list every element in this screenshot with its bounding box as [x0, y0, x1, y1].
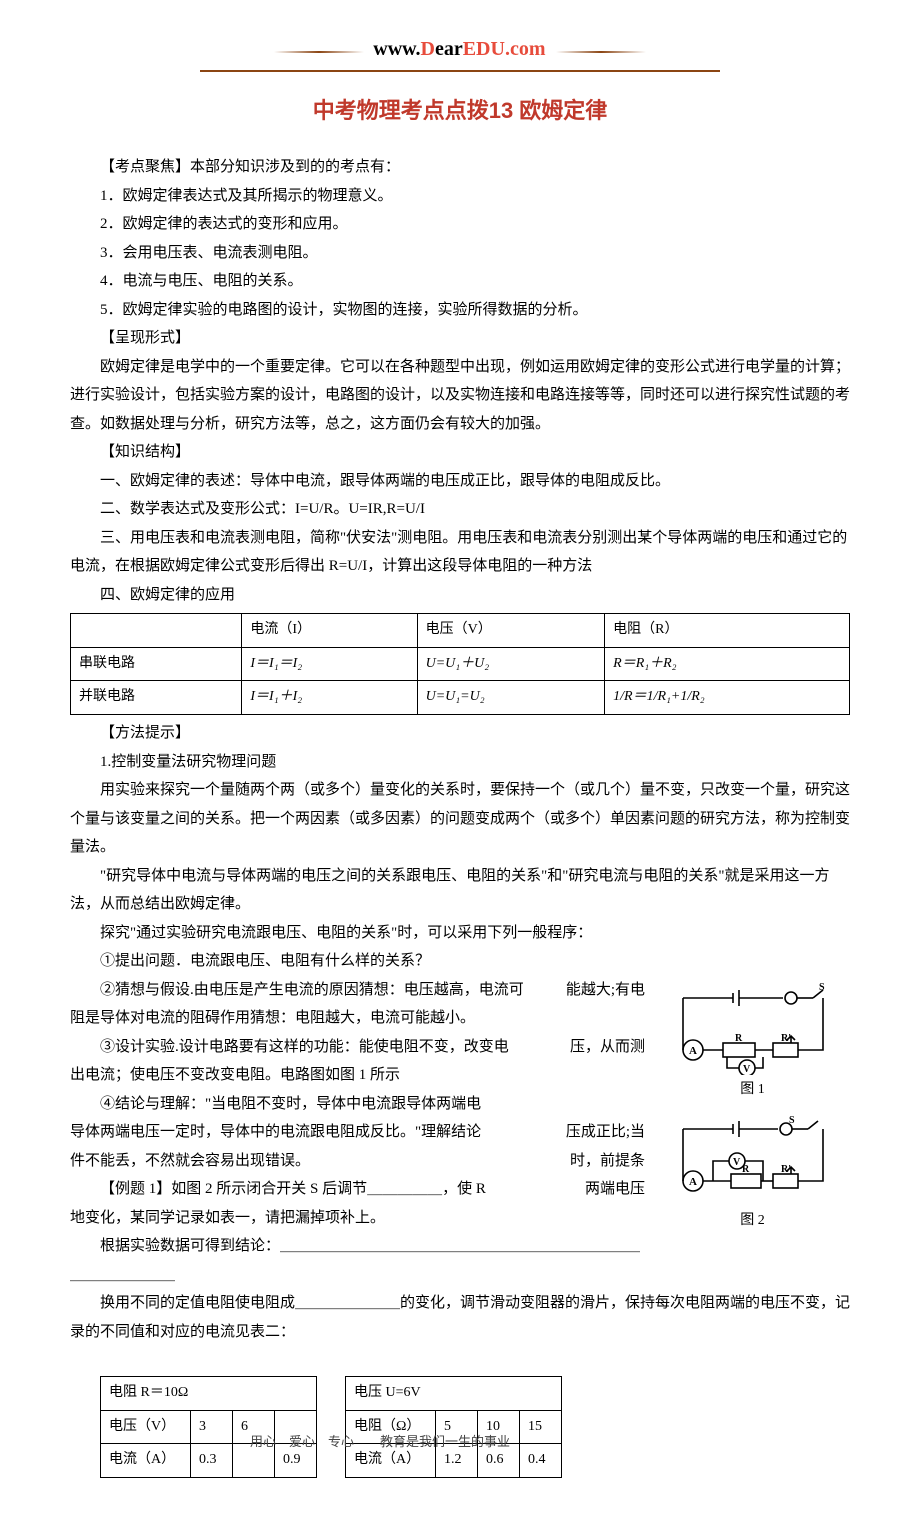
cell: 电流（A） — [101, 1444, 191, 1478]
wm-d: D — [420, 38, 434, 60]
svg-text:A: A — [689, 1045, 697, 1057]
focus-item: 2．欧姆定律的表达式的变形和应用。 — [70, 210, 850, 239]
example-line: 换用不同的定值电阻使电阻成＿＿＿＿＿＿＿的变化，调节滑动变阻器的滑片，保持每次电… — [70, 1289, 850, 1346]
page-title: 中考物理考点点拨13 欧姆定律 — [70, 90, 850, 132]
svg-text:A: A — [689, 1176, 697, 1188]
site-watermark: www.DearEDU.com — [70, 30, 850, 72]
struct-head: 【知识结构】 — [70, 438, 850, 467]
table-right: 电压 U=6V 电阻（Ω） 5 10 15 电流（A） 1.2 0.6 0.4 — [345, 1376, 562, 1478]
cell-blank — [71, 614, 242, 648]
method-para: "研究导体中电流与导体两端的电压之间的关系跟电压、电阻的关系"和"研究电流与电阻… — [70, 862, 850, 919]
focus-item: 1．欧姆定律表达式及其所揭示的物理意义。 — [70, 182, 850, 211]
cell: R＝R₁＋R₂ — [605, 647, 850, 681]
struct-item: 三、用电压表和电流表测电阻，简称"伏安法"测电阻。用电压表和电流表分别测出某个导… — [70, 524, 850, 581]
wm-ear: ear — [435, 38, 463, 60]
form-body: 欧姆定律是电学中的一个重要定律。它可以在各种题型中出现，例如运用欧姆定律的变形公… — [70, 353, 850, 439]
cell: 电压（V） — [101, 1410, 191, 1444]
watermark-text: www.DearEDU.com — [373, 38, 550, 60]
cell: I＝I₁＝I₂ — [242, 647, 417, 681]
table-left: 电阻 R＝10Ω 电压（V） 3 6 电流（A） 0.3 0.9 — [100, 1376, 317, 1478]
fig1-label: 图 1 — [655, 1077, 850, 1104]
rule-under — [200, 70, 720, 72]
cell: U=U₁=U₂ — [417, 681, 605, 715]
svg-text:R': R' — [781, 1033, 791, 1044]
figure-1: S R' R A V 图 1 — [655, 980, 850, 1104]
cell-head: 电压（V） — [417, 614, 605, 648]
rule-left — [274, 51, 364, 53]
svg-text:R': R' — [781, 1164, 791, 1175]
focus-item: 4．电流与电压、电阻的关系。 — [70, 267, 850, 296]
cell: 0.3 — [191, 1444, 233, 1478]
svg-text:V: V — [733, 1157, 741, 1168]
struct-item: 四、欧姆定律的应用 — [70, 581, 850, 610]
focus-item: 3．会用电压表、电流表测电阻。 — [70, 239, 850, 268]
bottom-tables-wrap: 电阻 R＝10Ω 电压（V） 3 6 电流（A） 0.3 0.9 电压 U=6V… — [70, 1376, 850, 1478]
cell-head: 电流（I） — [242, 614, 417, 648]
method-subtitle: 1.控制变量法研究物理问题 — [70, 748, 850, 777]
fig2-label: 图 2 — [655, 1208, 850, 1235]
struct-item: 一、欧姆定律的表述：导体中电流，跟导体两端的电压成正比，跟导体的电阻成反比。 — [70, 467, 850, 496]
form-head: 【呈现形式】 — [70, 324, 850, 353]
tbl-title: 电压 U=6V — [346, 1377, 562, 1411]
svg-text:V: V — [743, 1064, 751, 1075]
rule-right — [556, 51, 646, 53]
page-footer: 用心 爱心 专心 教育是我们一生的事业 — [250, 1430, 510, 1455]
method-para: 用实验来探究一个量随两个两（或多个）量变化的关系时，要保持一个（或几个）量不变，… — [70, 776, 850, 862]
cell: I＝I₁＋I₂ — [242, 681, 417, 715]
row-label: 串联电路 — [71, 647, 242, 681]
method-step: ①提出问题．电流跟电压、电阻有什么样的关系？ — [70, 947, 850, 976]
svg-text:S: S — [789, 1115, 795, 1126]
method-para: 探究"通过实验研究电流跟电压、电阻的关系"时，可以采用下列一般程序： — [70, 919, 850, 948]
cell: 0.4 — [520, 1444, 562, 1478]
method-head: 【方法提示】 — [70, 719, 850, 748]
cell: 1/R＝1/R₁+1/R₂ — [605, 681, 850, 715]
example-line: 根据实验数据可得到结论：＿＿＿＿＿＿＿＿＿＿＿＿＿＿＿＿＿＿＿＿＿＿＿＿＿＿＿＿… — [70, 1232, 850, 1289]
ohm-table: 电流（I） 电压（V） 电阻（R） 串联电路 I＝I₁＝I₂ U=U₁＋U₂ R… — [70, 613, 850, 715]
cell-head: 电阻（R） — [605, 614, 850, 648]
struct-item: 二、数学表达式及变形公式：I=U/R。U=IR,R=U/I — [70, 495, 850, 524]
svg-text:R: R — [735, 1033, 743, 1044]
cell: 3 — [191, 1410, 233, 1444]
cell: U=U₁＋U₂ — [417, 647, 605, 681]
row-label: 并联电路 — [71, 681, 242, 715]
svg-text:S: S — [819, 982, 825, 993]
focus-item: 5．欧姆定律实验的电路图的设计，实物图的连接，实验所得数据的分析。 — [70, 296, 850, 325]
tbl-title: 电阻 R＝10Ω — [101, 1377, 317, 1411]
circuit-1-svg: S R' R A V — [663, 980, 843, 1075]
wm-prefix: www. — [373, 38, 420, 60]
figure-2: S R' R A V 图 2 — [655, 1111, 850, 1235]
circuit-2-svg: S R' R A V — [663, 1111, 843, 1206]
focus-head: 【考点聚焦】本部分知识涉及到的的考点有： — [70, 153, 850, 182]
cell: 15 — [520, 1410, 562, 1444]
wm-suffix: .com — [505, 38, 546, 60]
wm-edu: EDU — [463, 38, 505, 60]
